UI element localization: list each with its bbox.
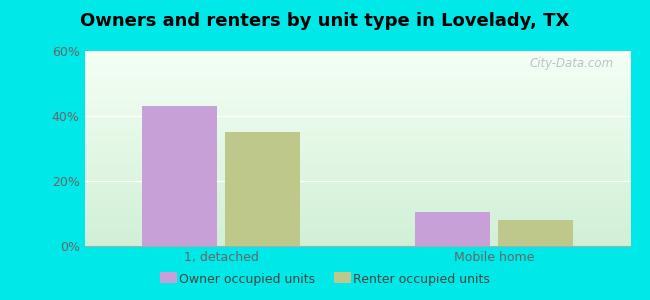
Bar — [498, 220, 573, 246]
Text: Owners and renters by unit type in Lovelady, TX: Owners and renters by unit type in Lovel… — [81, 12, 569, 30]
Bar — [142, 106, 217, 246]
Text: City-Data.com: City-Data.com — [530, 57, 614, 70]
Legend: Owner occupied units, Renter occupied units: Owner occupied units, Renter occupied un… — [155, 268, 495, 291]
Bar — [225, 132, 300, 246]
Bar — [415, 212, 490, 246]
